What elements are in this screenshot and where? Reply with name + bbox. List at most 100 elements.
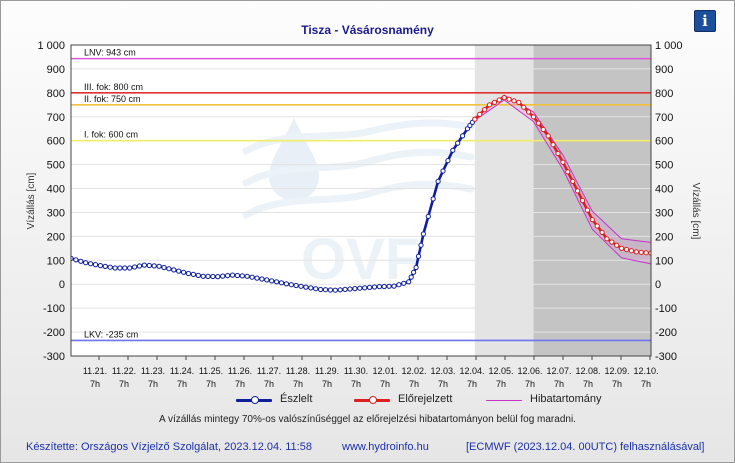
- observed-point: [425, 213, 431, 219]
- x-tick-date: 12.09.: [604, 366, 629, 376]
- forecast-point: [604, 236, 610, 242]
- x-tick-date: 12.06.: [517, 366, 542, 376]
- observed-point: [415, 253, 422, 259]
- observed-point: [249, 274, 255, 280]
- observed-point: [352, 286, 358, 292]
- observed-point: [259, 276, 265, 282]
- observed-point: [376, 284, 382, 290]
- observed-point: [418, 242, 424, 248]
- observed-point: [127, 265, 133, 271]
- observed-point: [88, 261, 94, 267]
- x-tick-date: 11.23.: [141, 366, 165, 376]
- x-tick-hour: 7h: [467, 379, 477, 389]
- observed-point: [445, 158, 451, 164]
- observed-point: [293, 282, 299, 289]
- y-tick-label-right: 300: [655, 207, 673, 219]
- observed-point: [264, 277, 270, 283]
- footer-website-link[interactable]: www.hydroinfo.hu: [342, 441, 429, 453]
- x-tick-date: 11.29.: [315, 366, 339, 376]
- x-tick-hour: 7h: [293, 379, 303, 389]
- observed-point: [210, 273, 216, 280]
- x-tick-hour: 7h: [90, 379, 100, 389]
- plot-border: [70, 44, 652, 357]
- y-tick-label-right: -100: [655, 303, 677, 315]
- x-tick-hour: 7h: [119, 379, 129, 389]
- observed-point: [308, 285, 314, 291]
- forecast-point: [648, 250, 651, 256]
- x-tick-hour: 7h: [206, 379, 216, 389]
- x-tick-date: 12.04.: [459, 366, 484, 376]
- x-tick-hour: 7h: [380, 379, 390, 389]
- observed-point: [455, 140, 461, 146]
- forecast-point: [628, 248, 635, 254]
- forecast-point: [491, 99, 497, 106]
- error-band-area: [474, 95, 651, 264]
- x-tick-date: 12.10.: [633, 366, 658, 376]
- forecast-point: [594, 223, 600, 229]
- legend-forecast-marker: [369, 396, 377, 404]
- forecast-point: [560, 159, 566, 165]
- y-tick-label-left: 400: [47, 184, 65, 196]
- y-tick-label-left: 1 000: [37, 40, 65, 52]
- threshold-label: LNV: 943 cm: [84, 48, 136, 58]
- y-tick-label-right: 800: [655, 88, 673, 100]
- x-tick-date: 11.25.: [199, 366, 223, 376]
- observed-point: [408, 274, 414, 280]
- observed-point: [171, 267, 177, 273]
- legend-forecast-label: Előrejelzett: [398, 393, 453, 405]
- hydrograph-chart: OVF LNV: 943 cm III. fok: 800 cm II. fok: …: [26, 40, 701, 389]
- forecast-point: [550, 142, 556, 148]
- observed-point: [450, 147, 456, 153]
- x-tick-hour: 7h: [612, 379, 622, 389]
- x-tick-hour: 7h: [264, 379, 274, 389]
- observed-point: [146, 262, 152, 269]
- observed-point: [313, 286, 319, 292]
- forecast-point: [506, 96, 512, 102]
- legend-error-band-label: Hibatartomány: [530, 393, 602, 405]
- forecast-point: [565, 169, 571, 175]
- y-tick-label-left: -300: [43, 351, 65, 363]
- observed-point: [200, 273, 206, 279]
- info-button[interactable]: i: [694, 10, 716, 32]
- forecast-point: [555, 150, 561, 157]
- x-tick-date: 12.07.: [546, 366, 571, 376]
- forecast-point: [496, 97, 502, 103]
- forecast-point: [486, 102, 493, 108]
- observed-point: [362, 285, 368, 291]
- observed-point: [371, 284, 378, 290]
- threshold-label: LKV: -235 cm: [84, 329, 138, 339]
- x-tick-date: 11.21.: [83, 366, 107, 376]
- y-tick-label-left: 800: [47, 88, 65, 100]
- forecast-point: [477, 111, 483, 118]
- observed-point: [151, 263, 157, 269]
- observed-point: [357, 285, 363, 291]
- observed-point: [176, 268, 182, 274]
- forecast-point: [589, 217, 595, 223]
- forecast-point: [638, 249, 644, 255]
- x-tick-date: 12.02.: [401, 366, 426, 376]
- observed-point: [78, 258, 84, 264]
- watermark-wave-icon-2: [242, 148, 475, 187]
- observed-point: [440, 168, 446, 174]
- x-tick-hour: 7h: [148, 379, 158, 389]
- observed-point: [122, 265, 128, 271]
- observed-point: [185, 270, 192, 277]
- x-tick-date: 11.28.: [286, 366, 310, 376]
- forecast-point: [511, 98, 517, 104]
- x-tick-date: 11.26.: [228, 366, 252, 376]
- watermark-drop-icon: [269, 118, 319, 201]
- observed-point: [161, 264, 167, 271]
- x-tick-date: 12.08.: [575, 366, 600, 376]
- forecast-point: [501, 95, 507, 101]
- y-tick-label-right: 600: [655, 136, 673, 148]
- forecast-point: [643, 250, 649, 256]
- observed-point: [430, 196, 436, 202]
- forecast-shade-1: [533, 45, 651, 356]
- x-tick-hour: 7h: [351, 379, 361, 389]
- x-tick-hour: 7h: [409, 379, 419, 389]
- observed-point: [166, 266, 172, 272]
- observed-point: [381, 283, 387, 290]
- observed-point: [342, 286, 348, 292]
- forecast-point: [614, 242, 620, 248]
